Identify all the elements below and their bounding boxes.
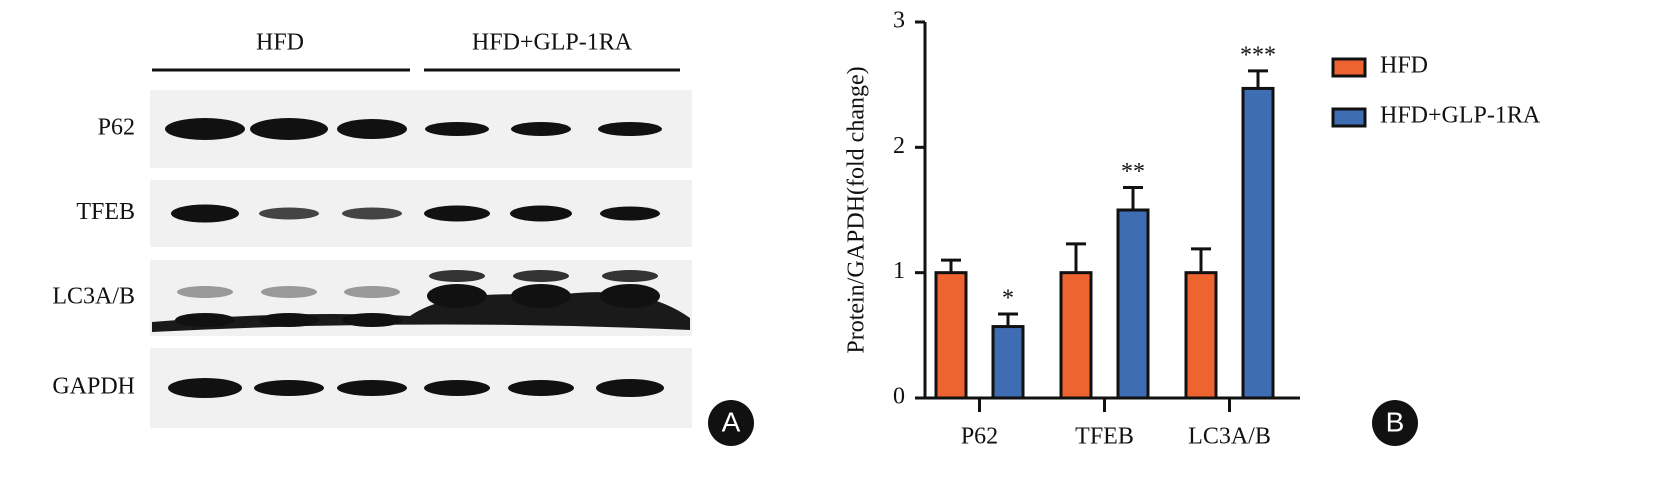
y-tick-label: 2 — [893, 133, 905, 159]
row-label: TFEB — [76, 199, 135, 225]
panel-badge — [708, 400, 754, 446]
bar — [1059, 271, 1093, 400]
band — [171, 204, 239, 223]
significance: * — [1002, 286, 1014, 312]
band — [168, 378, 242, 398]
legend-swatch — [1331, 57, 1367, 78]
bar-chart: Protein/GAPDH(fold change) B 0 1 2 3 P62 * TFE… — [844, 8, 1541, 450]
row-label: GAPDH — [52, 374, 135, 400]
bar — [934, 271, 968, 400]
bar — [1116, 208, 1150, 400]
error-bar — [1123, 185, 1143, 210]
band — [177, 286, 233, 298]
error-bar — [941, 258, 961, 273]
band — [337, 380, 407, 396]
x-tick-label: P62 — [961, 424, 998, 450]
row-label: LC3A/B — [52, 284, 135, 310]
x-tick-label: TFEB — [1075, 424, 1134, 450]
band — [250, 118, 328, 140]
significance: ** — [1121, 159, 1145, 185]
legend-swatch — [1331, 107, 1367, 128]
band — [344, 286, 400, 298]
error-bar — [1066, 242, 1086, 273]
significance: *** — [1240, 42, 1276, 68]
bar — [1184, 271, 1218, 400]
bar — [1241, 86, 1275, 400]
band — [508, 380, 574, 396]
legend-label: HFD+GLP-1RA — [1380, 103, 1541, 129]
band — [261, 286, 317, 298]
y-tick-label: 0 — [893, 384, 905, 410]
band — [425, 122, 489, 136]
band — [511, 284, 571, 308]
error-bar — [998, 312, 1018, 327]
y-tick-label: 3 — [893, 8, 905, 34]
band — [254, 380, 324, 396]
group-label: HFD — [256, 30, 304, 56]
bar — [991, 325, 1025, 400]
band — [602, 270, 658, 282]
error-bar — [1248, 69, 1268, 89]
group-label: HFD+GLP-1RA — [472, 30, 633, 56]
band — [342, 207, 402, 220]
band — [510, 205, 572, 222]
band — [513, 270, 569, 282]
blot-panel: HFD HFD+GLP-1RA A P62 TFEB LC3A/B GAPDH — [52, 30, 754, 446]
panel-label: A — [722, 406, 741, 437]
band — [259, 207, 319, 220]
y-axis-label: Protein/GAPDH(fold change) — [844, 66, 870, 353]
band — [175, 313, 235, 327]
band — [424, 380, 490, 396]
band — [429, 270, 485, 282]
band — [337, 119, 407, 139]
row-label: P62 — [98, 115, 135, 141]
x-tick-label: LC3A/B — [1188, 424, 1271, 450]
panel-badge — [1372, 400, 1418, 446]
band — [165, 118, 245, 140]
band — [427, 284, 487, 308]
band — [600, 206, 660, 221]
legend-label: HFD — [1380, 53, 1428, 79]
band — [598, 122, 662, 136]
band — [511, 122, 571, 136]
band — [424, 205, 490, 222]
panel-label: B — [1386, 406, 1405, 437]
band — [259, 313, 319, 327]
band — [600, 284, 660, 308]
error-bar — [1191, 247, 1211, 273]
band — [342, 313, 402, 327]
band — [596, 379, 664, 397]
y-tick-label: 1 — [893, 258, 905, 284]
